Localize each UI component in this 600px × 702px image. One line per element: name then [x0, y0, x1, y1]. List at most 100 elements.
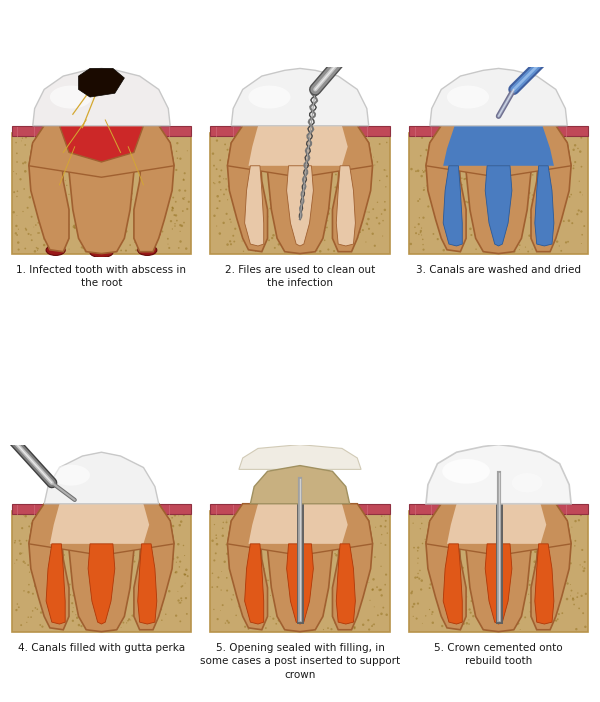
Point	[250, 615, 260, 626]
Point	[164, 585, 174, 597]
Point	[313, 592, 322, 604]
Point	[553, 198, 563, 209]
Point	[304, 183, 313, 194]
Point	[160, 542, 170, 553]
Point	[85, 531, 95, 543]
Point	[380, 164, 389, 176]
Point	[284, 201, 293, 213]
Point	[457, 152, 466, 164]
Polygon shape	[535, 544, 554, 624]
Point	[421, 610, 431, 621]
Point	[424, 201, 433, 212]
Point	[439, 574, 449, 585]
Point	[100, 527, 110, 538]
Polygon shape	[250, 465, 350, 504]
Point	[311, 574, 321, 585]
Point	[413, 165, 423, 176]
Point	[445, 164, 455, 176]
Point	[242, 557, 251, 568]
Point	[241, 573, 250, 584]
Point	[106, 137, 115, 148]
Point	[292, 556, 301, 567]
Polygon shape	[29, 504, 174, 555]
Polygon shape	[248, 504, 348, 544]
Point	[414, 229, 424, 240]
Point	[347, 520, 356, 531]
Point	[134, 514, 144, 525]
Point	[29, 521, 39, 532]
Point	[451, 186, 461, 197]
Point	[232, 581, 242, 592]
Point	[163, 239, 173, 250]
Point	[425, 517, 434, 528]
Point	[535, 543, 545, 555]
Point	[517, 595, 527, 606]
Ellipse shape	[447, 86, 489, 109]
Point	[82, 152, 92, 163]
Point	[465, 514, 475, 525]
Point	[522, 576, 532, 588]
Point	[433, 141, 443, 152]
Point	[115, 525, 124, 536]
Point	[559, 216, 569, 227]
Point	[560, 159, 569, 171]
Point	[71, 164, 81, 175]
Point	[64, 244, 74, 255]
Point	[125, 159, 135, 171]
Point	[222, 515, 232, 526]
Point	[80, 518, 90, 529]
Point	[487, 559, 497, 571]
Point	[95, 152, 105, 163]
Point	[76, 529, 86, 540]
Point	[367, 621, 377, 632]
Point	[569, 163, 578, 174]
Point	[356, 552, 365, 564]
Point	[370, 240, 380, 251]
Point	[31, 173, 40, 185]
Point	[506, 564, 515, 576]
Point	[50, 520, 59, 531]
Point	[557, 607, 567, 618]
Point	[490, 183, 500, 194]
Point	[452, 598, 461, 609]
Point	[351, 587, 361, 598]
Point	[166, 548, 176, 559]
Point	[430, 161, 440, 172]
Point	[109, 511, 119, 522]
Point	[496, 512, 506, 524]
Point	[81, 607, 91, 618]
Polygon shape	[248, 126, 348, 166]
Point	[55, 586, 64, 597]
Point	[555, 202, 565, 213]
Point	[73, 541, 82, 552]
Point	[575, 146, 585, 157]
Point	[127, 194, 136, 205]
Point	[526, 212, 535, 223]
Point	[35, 619, 45, 630]
Point	[163, 556, 172, 567]
Point	[246, 230, 256, 241]
Point	[439, 534, 449, 545]
Point	[431, 193, 441, 204]
Point	[241, 530, 251, 541]
Point	[459, 520, 469, 531]
Point	[494, 152, 503, 164]
Point	[278, 166, 287, 178]
Point	[295, 613, 304, 624]
Point	[506, 157, 515, 168]
Point	[161, 156, 170, 167]
Point	[268, 564, 278, 576]
Point	[164, 242, 174, 253]
Point	[220, 556, 229, 567]
Point	[157, 615, 167, 626]
Point	[161, 609, 170, 620]
Point	[529, 521, 539, 532]
Point	[356, 170, 366, 181]
Point	[337, 180, 347, 191]
Point	[556, 555, 565, 567]
Point	[502, 615, 512, 626]
Point	[274, 239, 284, 250]
Point	[557, 531, 567, 542]
Point	[434, 212, 444, 223]
Point	[167, 205, 177, 216]
